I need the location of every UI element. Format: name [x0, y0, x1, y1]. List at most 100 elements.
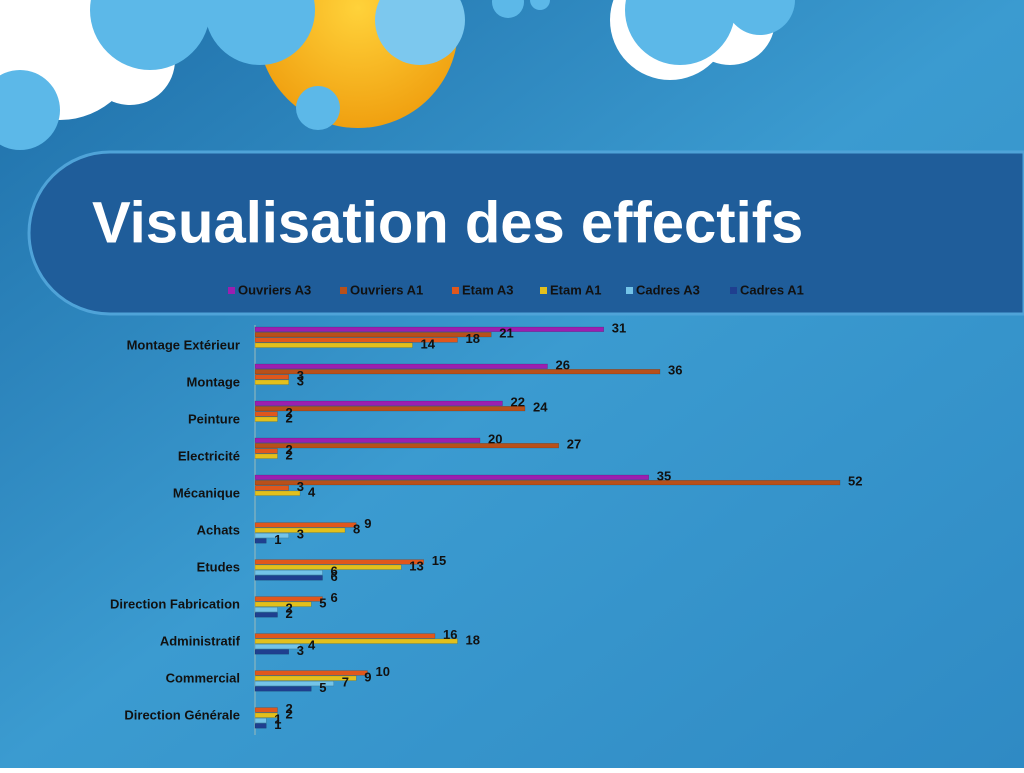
data-label: 2	[286, 442, 293, 457]
bar	[254, 596, 323, 602]
bar	[254, 374, 289, 380]
legend-label: Ouvriers A3	[238, 282, 311, 297]
data-label: 2	[286, 447, 293, 462]
data-label: 1	[274, 532, 281, 547]
data-label: 13	[409, 558, 423, 573]
y-tick-label: Peinture	[188, 411, 240, 426]
legend-marker	[340, 287, 347, 294]
bar	[254, 474, 649, 480]
data-label: 24	[533, 400, 548, 415]
bar	[254, 638, 458, 644]
data-label: 5	[319, 680, 326, 695]
y-tick-label: Achats	[197, 522, 240, 537]
data-label: 9	[364, 669, 371, 684]
bar	[254, 643, 301, 650]
y-tick-label: Mécanique	[173, 485, 240, 500]
data-label: 7	[342, 675, 349, 690]
legend-marker	[452, 287, 459, 294]
bar	[254, 569, 323, 576]
bar	[254, 675, 357, 681]
data-label: 18	[466, 632, 480, 647]
slide-title: Visualisation des effectifs	[92, 190, 803, 255]
bar	[254, 612, 278, 618]
bar	[254, 332, 492, 338]
y-tick-label: Etudes	[197, 559, 240, 574]
y-tick-label: Administratif	[160, 633, 241, 648]
bar	[254, 400, 503, 406]
data-label: 3	[297, 527, 304, 542]
data-label: 3	[297, 373, 304, 388]
data-label: 2	[286, 405, 293, 420]
data-label: 52	[848, 474, 862, 489]
bar	[254, 532, 289, 539]
data-label: 14	[421, 336, 436, 351]
data-label: 1	[274, 712, 281, 727]
bar	[254, 437, 481, 443]
data-label: 35	[657, 468, 671, 483]
data-label: 3	[297, 643, 304, 658]
y-tick-label: Direction Générale	[124, 707, 240, 722]
bar	[254, 522, 357, 528]
legend-label: Etam A1	[550, 282, 602, 297]
bar	[254, 411, 278, 417]
data-label: 4	[308, 484, 316, 499]
bar	[254, 443, 559, 449]
bar	[254, 369, 661, 375]
bar	[254, 633, 436, 639]
y-tick-label: Direction Fabrication	[110, 596, 240, 611]
bar	[254, 416, 278, 422]
y-tick-label: Commercial	[166, 670, 240, 685]
legend-marker	[228, 287, 235, 294]
bar	[254, 448, 278, 454]
data-label: 6	[331, 569, 338, 584]
bar	[254, 686, 312, 692]
data-label: 2	[286, 706, 293, 721]
bar	[254, 707, 278, 713]
data-label: 27	[567, 437, 581, 452]
data-label: 8	[353, 521, 360, 536]
bar	[254, 680, 334, 687]
legend-label: Ouvriers A1	[350, 282, 423, 297]
data-label: 2	[286, 410, 293, 425]
bar	[254, 538, 267, 544]
bar	[254, 337, 458, 343]
bar	[254, 342, 413, 348]
legend-marker	[540, 287, 547, 294]
bar	[254, 485, 289, 491]
data-label: 10	[376, 664, 390, 679]
bar	[254, 670, 368, 676]
bar	[254, 606, 278, 613]
bar	[254, 490, 301, 496]
bar	[254, 480, 841, 486]
data-label: 18	[466, 331, 480, 346]
bar	[254, 575, 323, 581]
bar	[254, 363, 548, 369]
bar	[254, 564, 402, 570]
legend-label: Cadres A1	[740, 282, 804, 297]
data-label: 22	[511, 394, 525, 409]
data-label: 2	[286, 601, 293, 616]
bar	[254, 559, 424, 565]
data-label: 5	[319, 595, 326, 610]
y-tick-label: Montage Extérieur	[127, 337, 240, 352]
bar	[254, 717, 267, 724]
legend-label: Etam A3	[462, 282, 514, 297]
bar	[254, 723, 267, 729]
data-label: 21	[499, 326, 513, 341]
data-label: 9	[364, 516, 371, 531]
data-label: 36	[668, 363, 682, 378]
decoration	[0, 0, 1024, 316]
data-label: 4	[308, 638, 316, 653]
data-label: 3	[297, 479, 304, 494]
bar	[254, 601, 312, 607]
bar	[254, 453, 278, 459]
y-tick-label: Montage	[187, 374, 240, 389]
legend-label: Cadres A3	[636, 282, 700, 297]
data-label: 6	[331, 564, 338, 579]
bar	[254, 379, 289, 385]
data-label: 1	[274, 717, 281, 732]
y-tick-label: Electricité	[178, 448, 240, 463]
data-label: 2	[286, 701, 293, 716]
bar	[254, 527, 346, 533]
